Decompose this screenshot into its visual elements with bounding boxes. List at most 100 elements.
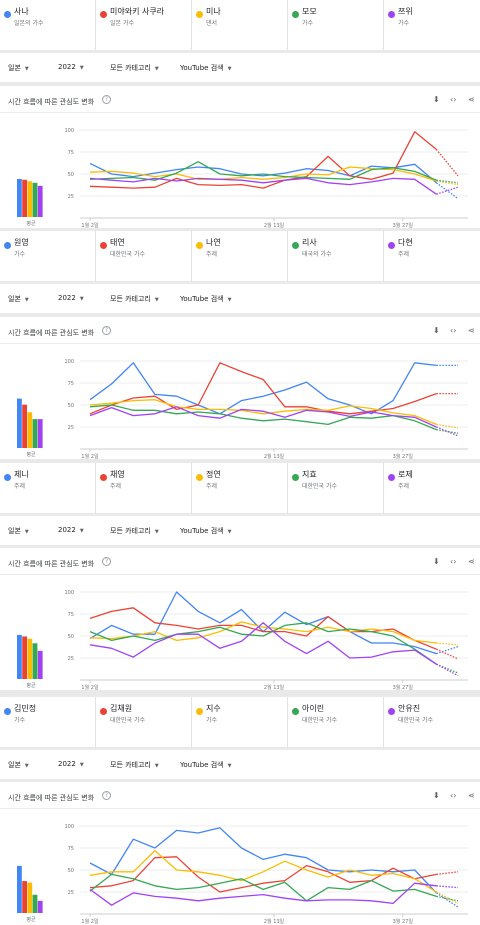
download-icon[interactable]: ⬇ xyxy=(433,791,440,800)
filter-source-dropdown[interactable]: YouTube 검색 ▼ xyxy=(180,760,231,770)
filter-year-value: 2022 xyxy=(58,63,76,71)
interest-over-time-card: 시간 흐름에 따른 관심도 변화? ⬇ ‹› ⋖ 평균 100 75 50 25 1월 2일 2월 … xyxy=(0,548,480,690)
series-line-1 xyxy=(89,362,437,415)
search-term-type: 주제 xyxy=(110,483,122,490)
help-icon[interactable]: ? xyxy=(102,326,111,335)
embed-icon[interactable]: ‹› xyxy=(450,95,457,104)
filter-region-dropdown[interactable]: 일본 ▼ xyxy=(8,526,29,536)
x-tick-label: 1월 2일 xyxy=(81,222,99,228)
search-term-chip[interactable]: 다현 주제 xyxy=(384,231,480,281)
filter-year-dropdown[interactable]: 2022 ▼ xyxy=(58,526,84,534)
help-icon[interactable]: ? xyxy=(102,557,111,566)
filter-year-dropdown[interactable]: 2022 ▼ xyxy=(58,63,84,71)
search-term-name: 채영 xyxy=(110,470,125,479)
search-term-chip[interactable]: 미나 댄서 xyxy=(192,0,288,50)
download-icon[interactable]: ⬇ xyxy=(433,95,440,104)
filter-source-dropdown[interactable]: YouTube 검색 ▼ xyxy=(180,63,231,73)
filter-source-dropdown[interactable]: YouTube 검색 ▼ xyxy=(180,294,231,304)
embed-icon[interactable]: ‹› xyxy=(450,557,457,566)
search-term-name: 김민정 xyxy=(14,704,37,713)
search-term-chip[interactable]: 김채원 대한민국 가수 xyxy=(96,697,192,747)
embed-icon[interactable]: ‹› xyxy=(450,791,457,800)
series-line-5 xyxy=(89,406,437,428)
search-term-name: 사나 xyxy=(14,7,29,16)
average-bar xyxy=(17,179,22,217)
search-term-name: 아이린 xyxy=(302,704,325,713)
search-term-chip[interactable]: 제니 주제 xyxy=(0,463,96,513)
interest-line-chart: 평균 100 75 50 25 1월 2일 2월 13일 3월 27일 xyxy=(17,590,468,690)
search-term-chip[interactable]: 로제 주제 xyxy=(384,463,480,513)
filter-source-dropdown[interactable]: YouTube 검색 ▼ xyxy=(180,526,231,536)
y-tick-label: 100 xyxy=(64,359,74,365)
x-tick-label: 1월 2일 xyxy=(81,453,99,459)
share-icon[interactable]: ⋖ xyxy=(468,791,475,800)
search-term-chip[interactable]: 나연 주제 xyxy=(192,231,288,281)
series-line-5 xyxy=(89,882,437,906)
share-icon[interactable]: ⋖ xyxy=(468,326,475,335)
x-tick-label: 2월 13일 xyxy=(264,453,285,459)
comparison-legend: 제니 주제 채영 주제 정연 주제 지효 대한민국 가수 로제 주제 xyxy=(0,463,480,513)
series-partial-segment-4 xyxy=(436,895,459,902)
x-tick-label: 3월 27일 xyxy=(393,918,414,925)
y-tick-label: 25 xyxy=(68,194,74,200)
share-icon[interactable]: ⋖ xyxy=(468,95,475,104)
x-tick-label: 2월 13일 xyxy=(264,222,285,228)
search-term-chip[interactable]: 지수 가수 xyxy=(192,697,288,747)
filter-category-dropdown[interactable]: 모든 카테고리 ▼ xyxy=(110,526,159,536)
search-term-chip[interactable]: 리사 태국의 가수 xyxy=(288,231,384,281)
series-color-dot xyxy=(292,11,299,18)
search-term-type: 주제 xyxy=(398,251,410,258)
series-partial-segment-5 xyxy=(436,663,459,677)
help-icon[interactable]: ? xyxy=(102,95,111,104)
search-term-chip[interactable]: 김민정 가수 xyxy=(0,697,96,747)
series-partial-segment-3 xyxy=(436,423,459,429)
filter-category-dropdown[interactable]: 모든 카테고리 ▼ xyxy=(110,63,159,73)
filter-year-value: 2022 xyxy=(58,526,76,534)
filter-category-dropdown[interactable]: 모든 카테고리 ▼ xyxy=(110,760,159,770)
search-term-chip[interactable]: 아이린 대한민국 가수 xyxy=(288,697,384,747)
filter-year-dropdown[interactable]: 2022 ▼ xyxy=(58,294,84,302)
x-tick-label: 2월 13일 xyxy=(264,918,285,925)
series-line-2 xyxy=(89,607,437,650)
filter-region-dropdown[interactable]: 일본 ▼ xyxy=(8,294,29,304)
search-term-name: 원영 xyxy=(14,238,29,247)
filter-source-value: YouTube 검색 xyxy=(180,527,224,535)
filter-category-dropdown[interactable]: 모든 카테고리 ▼ xyxy=(110,294,159,304)
series-partial-segment-1 xyxy=(436,645,459,655)
search-term-chip[interactable]: 원영 가수 xyxy=(0,231,96,281)
series-partial-segment-4 xyxy=(436,179,459,184)
y-tick-label: 75 xyxy=(68,612,74,618)
search-term-name: 제니 xyxy=(14,470,29,479)
download-icon[interactable]: ⬇ xyxy=(433,326,440,335)
search-term-name: 미야와키 사쿠라 xyxy=(110,7,165,16)
embed-icon[interactable]: ‹› xyxy=(450,326,457,335)
search-term-chip[interactable]: 지효 대한민국 가수 xyxy=(288,463,384,513)
y-tick-label: 75 xyxy=(68,846,74,852)
share-icon[interactable]: ⋖ xyxy=(468,557,475,566)
series-color-dot xyxy=(196,708,203,715)
search-term-chip[interactable]: 모모 가수 xyxy=(288,0,384,50)
search-term-chip[interactable]: 안유진 대한민국 가수 xyxy=(384,697,480,747)
search-term-chip[interactable]: 태연 대한민국 가수 xyxy=(96,231,192,281)
filter-region-value: 일본 xyxy=(8,527,21,535)
series-line-2 xyxy=(89,131,437,189)
filter-region-dropdown[interactable]: 일본 ▼ xyxy=(8,760,29,770)
filter-source-value: YouTube 검색 xyxy=(180,761,224,769)
download-icon[interactable]: ⬇ xyxy=(433,557,440,566)
search-term-type: 일본의 가수 xyxy=(14,20,44,27)
series-color-dot xyxy=(196,242,203,249)
help-icon[interactable]: ? xyxy=(102,791,111,800)
search-term-chip[interactable]: 미야와키 사쿠라 일본 가수 xyxy=(96,0,192,50)
average-bar xyxy=(37,419,43,448)
filter-category-value: 모든 카테고리 xyxy=(110,527,151,535)
y-tick-label: 75 xyxy=(68,381,74,387)
search-term-chip[interactable]: 정연 주제 xyxy=(192,463,288,513)
x-tick-label: 1월 2일 xyxy=(81,918,99,925)
average-bar xyxy=(32,643,38,679)
filter-year-dropdown[interactable]: 2022 ▼ xyxy=(58,760,84,768)
search-term-chip[interactable]: 쯔위 가수 xyxy=(384,0,480,50)
filter-region-dropdown[interactable]: 일본 ▼ xyxy=(8,63,29,73)
interest-over-time-card: 시간 흐름에 따른 관심도 변화? ⬇ ‹› ⋖ 평균 100 75 50 25 1월 2일 2월 … xyxy=(0,86,480,228)
